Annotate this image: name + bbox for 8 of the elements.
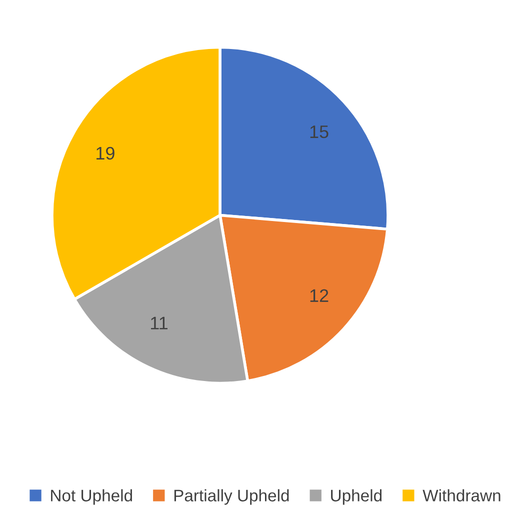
legend-label: Partially Upheld [174,489,289,505]
legend-label: Not Upheld [51,489,132,505]
data-label: 19 [96,146,114,160]
legend-label: Upheld [331,489,382,505]
legend-label: Withdrawn [422,489,500,502]
data-label: 15 [310,126,328,138]
data-label: 12 [310,289,328,302]
data-label: 11 [151,316,168,330]
